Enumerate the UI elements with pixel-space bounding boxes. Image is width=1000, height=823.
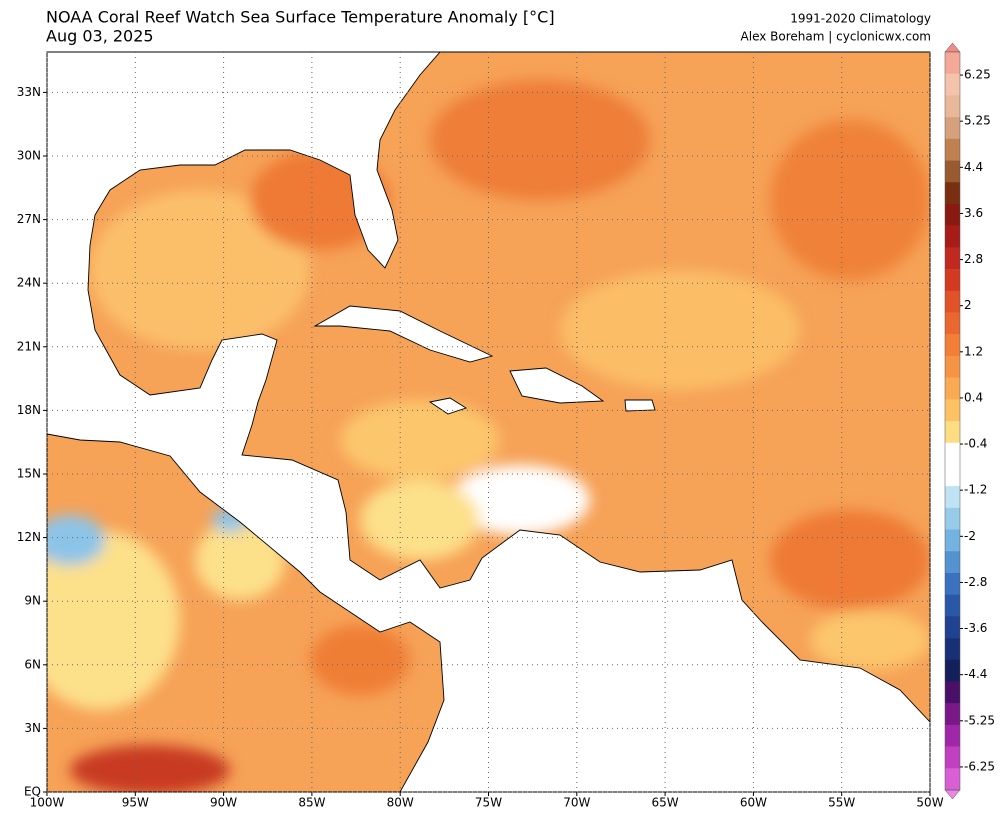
climatology: 1991-2020 Climatology	[790, 12, 931, 26]
colorbar-swatch	[945, 334, 960, 357]
colorbar-swatch	[945, 703, 960, 726]
colorbar-swatch	[945, 138, 960, 161]
lat-tick-label: EQ	[24, 785, 41, 799]
puerto-rico	[624, 399, 656, 412]
credit: Alex Boreham | cyclonicwx.com	[741, 30, 931, 44]
lon-tick-label: 90W	[210, 796, 237, 810]
colorbar-swatch	[945, 290, 960, 313]
colorbar-tick-label: 2.8	[964, 252, 983, 266]
lon-tick-label: 80W	[387, 796, 414, 810]
colorbar-swatch	[945, 399, 960, 422]
colorbar-swatch	[945, 225, 960, 248]
colorbar-tick-label: 0.4	[964, 390, 983, 404]
colorbar-swatch	[945, 464, 960, 487]
colorbar-tick-label: -3.6	[964, 621, 987, 635]
lat-tick-label: 6N	[24, 657, 41, 671]
colorbar-swatch	[945, 594, 960, 617]
colorbar-swatch	[945, 73, 960, 96]
colorbar-tick-label: -4.4	[964, 667, 987, 681]
colorbar-swatch	[945, 507, 960, 530]
colorbar-tick-label: -2.8	[964, 575, 987, 589]
lon-tick-label: 60W	[740, 796, 767, 810]
colorbar-swatch	[945, 95, 960, 118]
americas-land	[47, 52, 930, 792]
colorbar-swatch	[945, 724, 960, 747]
colorbar-extend-top	[944, 42, 961, 53]
colorbar-tick-label: 1.2	[964, 344, 983, 358]
lat-tick-label: 30N	[17, 149, 41, 163]
lat-tick-label: 24N	[17, 276, 41, 290]
lat-tick-label: 3N	[24, 721, 41, 735]
map	[47, 52, 930, 792]
colorbar-swatch	[945, 247, 960, 270]
lat-tick-label: 9N	[24, 594, 41, 608]
colorbar-tick-label: 2	[964, 298, 972, 312]
lon-tick-label: 50W	[916, 796, 943, 810]
hispaniola	[509, 367, 605, 404]
colorbar-swatch	[945, 486, 960, 509]
lat-tick-label: 21N	[17, 339, 41, 353]
colorbar-frame	[944, 51, 961, 791]
cuba	[313, 305, 494, 363]
colorbar-extend-bottom	[944, 789, 961, 800]
colorbar-swatch	[945, 442, 960, 465]
date: Aug 03, 2025	[46, 27, 154, 46]
colorbar-tick-label: -5.25	[964, 713, 995, 727]
colorbar-swatch	[945, 768, 960, 791]
lat-tick-label: 27N	[17, 212, 41, 226]
lon-tick-label: 85W	[298, 796, 325, 810]
title: NOAA Coral Reef Watch Sea Surface Temper…	[46, 8, 555, 27]
colorbar-tick-label: 5.25	[964, 114, 991, 128]
lat-tick-label: 18N	[17, 403, 41, 417]
colorbar-swatch	[945, 269, 960, 292]
colorbar-swatch	[945, 355, 960, 378]
colorbar-tick-label: -0.4	[964, 437, 987, 451]
colorbar-tick-label: -2	[964, 529, 976, 543]
colorbar-swatch	[945, 616, 960, 639]
lon-tick-label: 65W	[652, 796, 679, 810]
colorbar-swatch	[945, 551, 960, 574]
colorbar-swatch	[945, 160, 960, 183]
lat-tick-label: 33N	[17, 85, 41, 99]
anomaly-patches	[47, 80, 930, 792]
colorbar-swatch	[945, 529, 960, 552]
colorbar-tick-label: -6.25	[964, 759, 995, 773]
colorbar-swatch	[945, 746, 960, 769]
lon-tick-label: 75W	[475, 796, 502, 810]
colorbar-swatch	[945, 377, 960, 400]
lat-tick-label: 12N	[17, 530, 41, 544]
colorbar-tick-label: 6.25	[964, 68, 991, 82]
colorbar-swatch	[945, 117, 960, 140]
lon-tick-label: 100W	[30, 796, 65, 810]
colorbar-tick-label: 4.4	[964, 160, 983, 174]
colorbar-swatch	[945, 638, 960, 661]
colorbar-swatch	[945, 52, 960, 75]
colorbar-tick-label: -1.2	[964, 483, 987, 497]
lon-tick-label: 70W	[563, 796, 590, 810]
lon-tick-label: 55W	[828, 796, 855, 810]
colorbar-swatch	[945, 312, 960, 335]
lon-tick-label: 95W	[122, 796, 149, 810]
colorbar-swatch	[945, 182, 960, 205]
colorbar-swatch	[945, 659, 960, 682]
colorbar-swatch	[945, 681, 960, 704]
colorbar-tick-label: 3.6	[964, 206, 983, 220]
colorbar-swatch	[945, 572, 960, 595]
colorbar-swatch	[945, 421, 960, 444]
lat-tick-label: 15N	[17, 467, 41, 481]
colorbar-swatch	[945, 203, 960, 226]
